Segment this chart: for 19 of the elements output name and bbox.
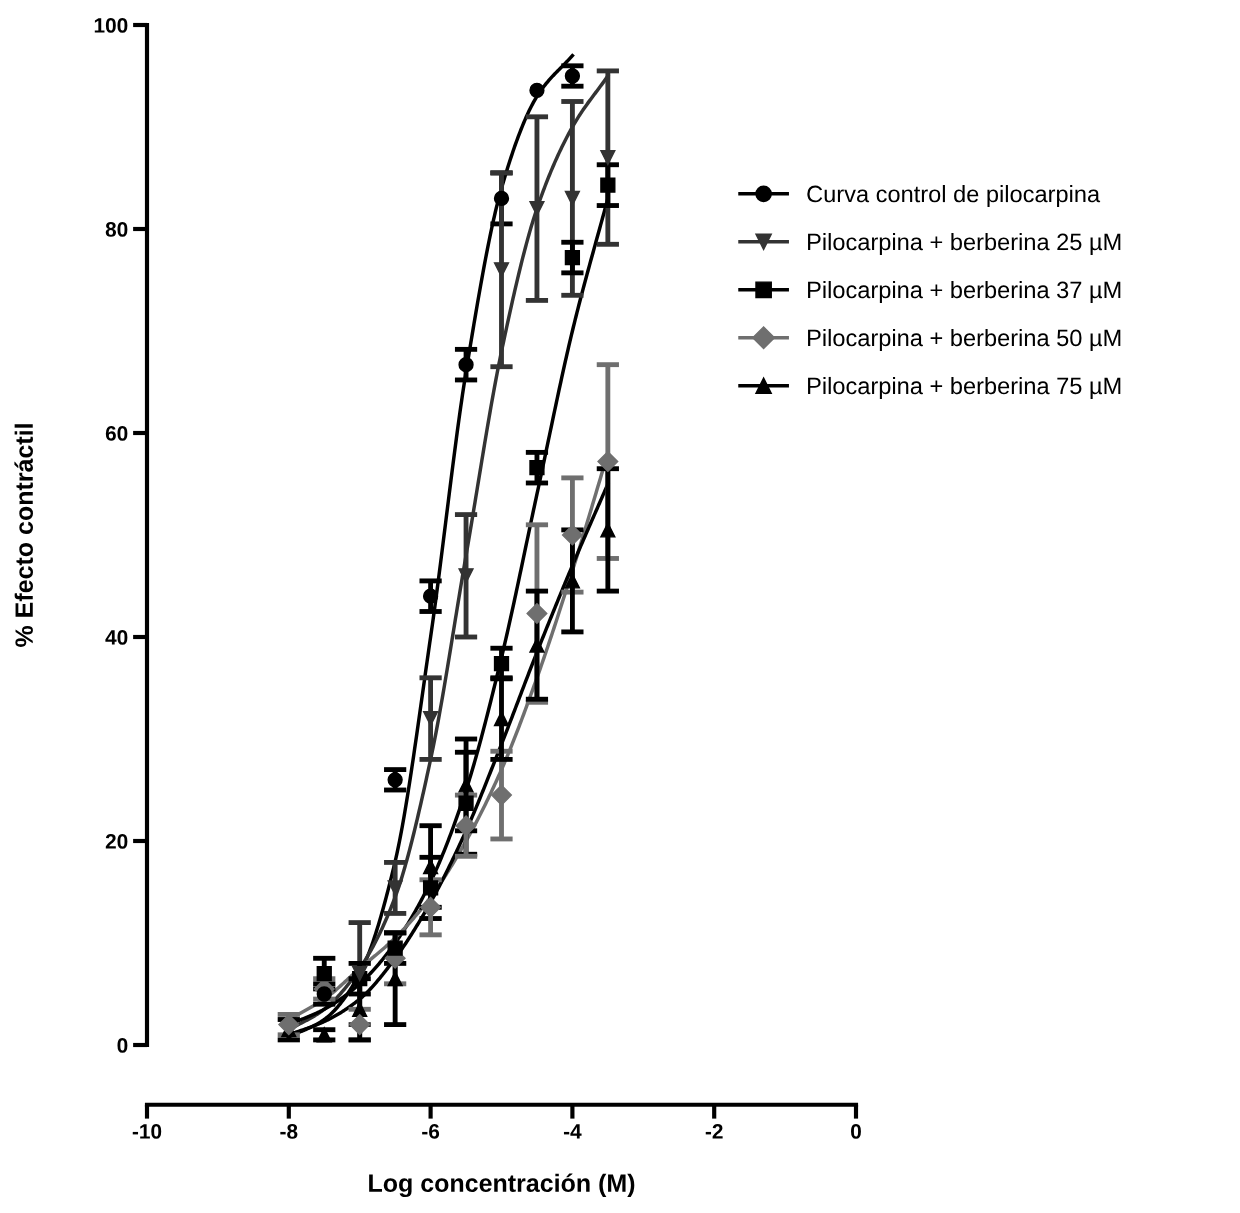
- x-axis-title: Log concentración (M): [369, 1173, 635, 1198]
- legend-label: Pilocarpina + berberina 75 µM: [808, 376, 1121, 399]
- x-tick-label: -8: [280, 1124, 298, 1139]
- x-tick-label: -4: [563, 1124, 582, 1139]
- y-tick-label: 100: [94, 18, 128, 33]
- x-tick-label: 0: [851, 1124, 861, 1139]
- y-tick-label: 80: [105, 222, 128, 237]
- y-tick-label: 0: [117, 1038, 128, 1053]
- legend-label: Pilocarpina + berberina 37 µM: [808, 280, 1121, 303]
- legend-label: Curva control de pilocarpina: [807, 185, 1101, 208]
- y-tick-label: 20: [105, 834, 128, 849]
- legend-label: Pilocarpina + berberina 50 µM: [808, 328, 1121, 351]
- y-axis-title: % Efecto contráctil: [14, 424, 33, 647]
- legend-label: Pilocarpina + berberina 25 µM: [808, 232, 1121, 255]
- x-tick-label: -10: [132, 1124, 162, 1139]
- x-tick-label: -6: [422, 1124, 440, 1139]
- y-tick-label: 40: [105, 630, 128, 645]
- x-tick-label: -2: [705, 1124, 723, 1139]
- y-tick-label: 60: [105, 426, 128, 441]
